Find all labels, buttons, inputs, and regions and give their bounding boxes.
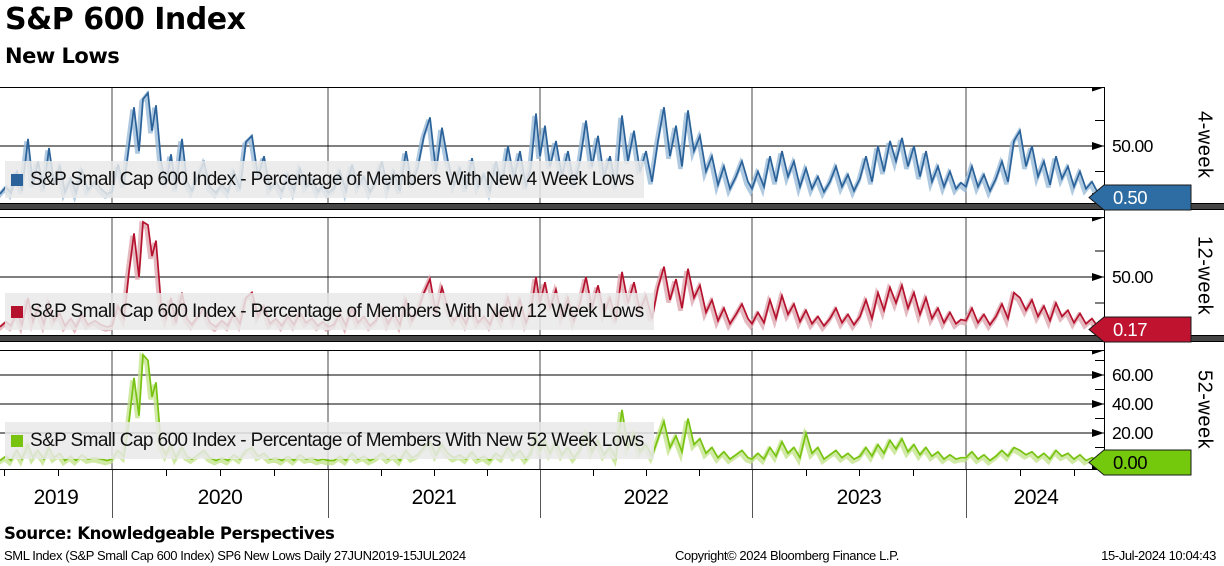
x-minor-tick [58,470,59,476]
x-minor-tick [699,470,700,476]
svg-text:0.00: 0.00 [1113,452,1147,473]
legend-swatch-blue [11,173,23,186]
year-separator [112,470,113,518]
chart-panel-12-week[interactable]: S&P Small Cap 600 Index - Percentage of … [0,217,1224,335]
x-minor-tick [487,470,488,476]
x-minor-tick [859,470,860,476]
last-value-badge-52-week: 0.00 [1088,449,1192,476]
last-value-badge-4-week: 0.50 [1088,184,1192,211]
x-minor-tick [1020,470,1021,476]
x-axis-year-label: 2021 [411,486,457,509]
x-minor-tick [646,470,647,476]
y-tick-label: 50.00 [1112,267,1153,287]
x-minor-tick [166,470,167,476]
x-axis: 2019 2020 2021 2022 2023 2024 [0,470,1224,525]
panel-separator [0,335,1224,342]
x-axis-year-label: 2020 [197,486,243,509]
panel-axis-title-4-week: 4-week [1193,111,1216,179]
x-minor-tick [4,470,5,476]
x-axis-year-label: 2022 [623,486,669,509]
legend-label: S&P Small Cap 600 Index - Percentage of … [30,300,644,322]
x-axis-year-label: 2019 [33,486,79,509]
legend-swatch-red [11,305,23,318]
year-separator [966,470,967,518]
source-line: Source: Knowledgeable Perspectives [4,524,335,543]
y-tick-label: 50.00 [1112,136,1153,156]
legend-12-week: S&P Small Cap 600 Index - Percentage of … [5,293,654,330]
legend-4-week: S&P Small Cap 600 Index - Percentage of … [5,161,644,198]
chart-panel-4-week[interactable]: S&P Small Cap 600 Index - Percentage of … [0,87,1224,203]
y-axis-line [1104,87,1105,470]
panel-separator [0,203,1224,210]
x-minor-tick [913,470,914,476]
svg-text:0.17: 0.17 [1113,319,1147,340]
footer-timestamp: 15-Jul-2024 10:04:43 [1101,548,1216,563]
x-minor-tick [274,470,275,476]
page-title: S&P 600 Index [5,2,246,37]
page-subtitle: New Lows [5,44,120,68]
y-tick-label: 60.00 [1112,365,1153,385]
last-value-badge-12-week: 0.17 [1088,316,1192,343]
x-axis-year-label: 2023 [836,486,882,509]
x-minor-tick [220,470,221,476]
panel-axis-title-12-week: 12-week [1193,236,1216,316]
y-tick-label: 40.00 [1112,394,1153,414]
x-minor-tick [381,470,382,476]
legend-label: S&P Small Cap 600 Index - Percentage of … [30,168,634,190]
x-minor-tick [434,470,435,476]
y-tick-label: 20.00 [1112,423,1153,443]
footer-copyright: Copyright© 2024 Bloomberg Finance L.P. [675,548,899,563]
year-separator [752,470,753,518]
footer-security-info: SML Index (S&P Small Cap 600 Index) SP6 … [4,548,466,563]
year-separator [328,470,329,518]
legend-swatch-green [11,434,23,447]
x-minor-tick [806,470,807,476]
x-axis-year-label: 2024 [1013,486,1059,509]
x-minor-tick [593,470,594,476]
panel-axis-title-52-week: 52-week [1193,370,1216,450]
legend-52-week: S&P Small Cap 600 Index - Percentage of … [5,422,654,459]
year-separator [540,470,541,518]
legend-label: S&P Small Cap 600 Index - Percentage of … [30,429,644,451]
chart-panel-52-week[interactable]: S&P Small Cap 600 Index - Percentage of … [0,350,1224,470]
svg-text:0.50: 0.50 [1113,187,1147,208]
x-minor-tick [1074,470,1075,476]
